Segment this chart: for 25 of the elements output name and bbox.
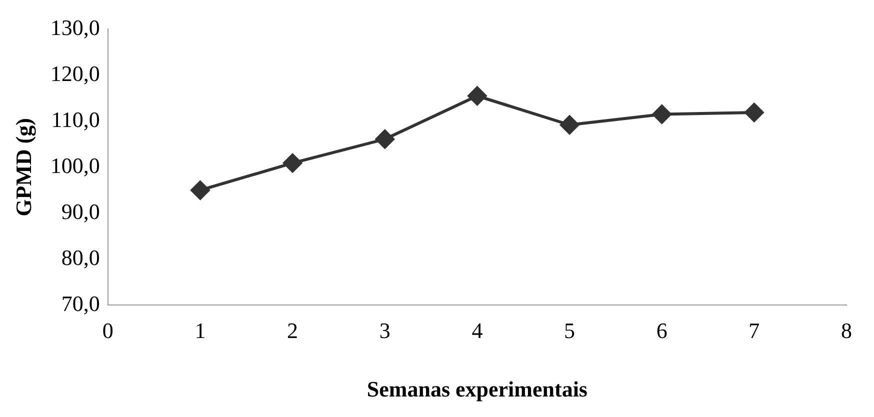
y-tick-label: 110,0: [51, 106, 100, 132]
y-axis-title: GPMD (g): [10, 118, 36, 216]
y-tick-label: 100,0: [50, 152, 100, 178]
y-tick-label: 90,0: [61, 198, 100, 224]
point: [744, 102, 764, 122]
x-tick-label: 0: [102, 318, 114, 344]
point: [283, 154, 302, 173]
x-tick-label: 4: [472, 318, 483, 344]
point: [375, 130, 394, 149]
x-tick-label: 5: [564, 318, 576, 344]
x-tick-label: 8: [841, 318, 852, 344]
x-tick-label: 2: [287, 318, 298, 344]
y-tick-label: 120,0: [50, 60, 100, 86]
x-tick-label: 6: [656, 318, 668, 344]
point: [468, 86, 487, 106]
x-tick-label: 7: [748, 318, 760, 344]
point: [652, 104, 672, 124]
point: [190, 180, 210, 200]
x-tick-label: 3: [379, 318, 390, 344]
y-tick-label: 130,0: [50, 14, 100, 40]
y-tick-label: 70,0: [61, 290, 100, 316]
x-axis-title: Semanas experimentais: [366, 376, 588, 402]
y-tick-label: 80,0: [61, 244, 100, 270]
x-tick-label: 1: [194, 318, 206, 344]
point: [560, 115, 580, 134]
